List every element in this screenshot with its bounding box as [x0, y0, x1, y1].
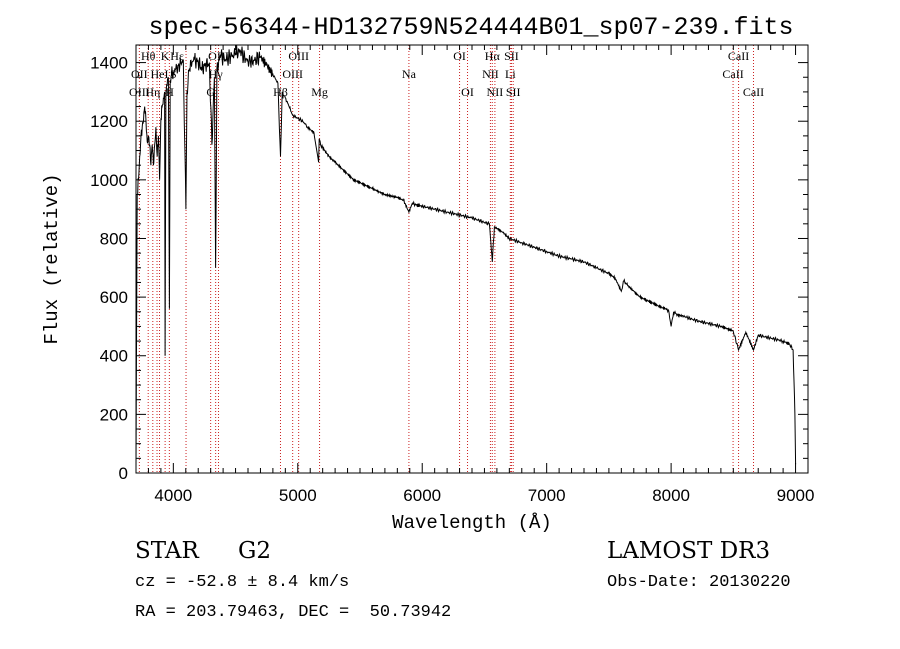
line-label: Hη	[145, 85, 160, 99]
line-label: HeI	[151, 67, 169, 81]
line-label: OI	[453, 49, 466, 63]
line-label: Na	[402, 67, 417, 81]
line-label: Mg	[311, 85, 328, 99]
x-tick-label: 4000	[154, 486, 192, 505]
x-tick-label: 5000	[279, 486, 317, 505]
y-tick-label: 1000	[90, 171, 128, 190]
redshift-readout: cz = -52.8 ± 8.4 km/s	[135, 573, 350, 592]
line-label: NII	[487, 85, 504, 99]
x-axis-label: Wavelength (Å)	[392, 512, 552, 534]
y-axis-label: Flux (relative)	[41, 173, 63, 344]
object-subclass: G2	[238, 538, 272, 564]
y-tick-label: 400	[100, 347, 128, 366]
x-axis: 4000 5000 6000 7000 8000 9000	[135, 45, 815, 505]
y-tick-label: 800	[100, 229, 128, 248]
x-tick-label: 6000	[403, 486, 441, 505]
line-label: OIII	[208, 49, 229, 63]
y-tick-label: 0	[119, 464, 128, 483]
chart-title: spec-56344-HD132759N524444B01_sp07-239.f…	[148, 13, 793, 42]
line-label: Hγ	[209, 67, 224, 81]
x-tick-label: 9000	[777, 486, 815, 505]
y-axis: 0 200 400 600 800 1000 1200 1400	[90, 54, 808, 483]
line-label: K	[161, 49, 170, 63]
line-label: NII	[482, 67, 499, 81]
coordinates: RA = 203.79463, DEC = 50.73942	[135, 603, 452, 622]
line-label: SII	[504, 49, 519, 63]
x-tick-label: 8000	[652, 486, 690, 505]
y-tick-label: 200	[100, 405, 128, 424]
line-label: SII	[506, 85, 521, 99]
line-label: OII	[131, 67, 148, 81]
line-markers	[138, 45, 754, 473]
line-label: OIII	[288, 49, 309, 63]
line-label: CaII	[722, 67, 743, 81]
line-label: OIII	[282, 67, 303, 81]
spectrum-line	[135, 45, 797, 468]
line-label: Hβ	[273, 85, 288, 99]
line-label: OI	[461, 85, 474, 99]
line-label: Li	[505, 67, 516, 81]
x-tick-label: 7000	[528, 486, 566, 505]
line-label: CaII	[743, 85, 764, 99]
y-tick-label: 600	[100, 288, 128, 307]
line-label: Hα	[485, 49, 501, 63]
obs-date: Obs-Date: 20130220	[607, 573, 791, 592]
line-label: G	[206, 85, 215, 99]
line-label: CaII	[728, 49, 749, 63]
y-tick-label: 1400	[90, 54, 128, 73]
survey-name: LAMOST DR3	[607, 538, 771, 564]
plot-frame	[135, 44, 809, 474]
object-class: STAR	[135, 538, 199, 564]
line-label: Hθ	[141, 49, 156, 63]
y-tick-label: 1200	[90, 112, 128, 131]
